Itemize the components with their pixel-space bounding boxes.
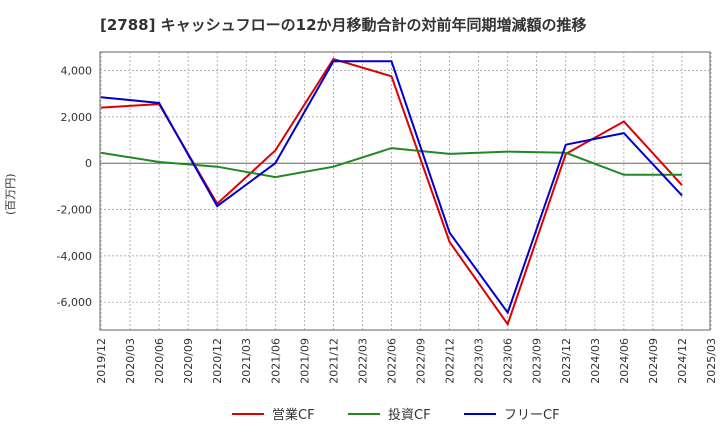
legend-label: 投資CF [388, 407, 431, 423]
legend-label: 営業CF [272, 407, 315, 423]
x-tick-label: 2020/09 [182, 338, 195, 384]
x-tick-label: 2023/06 [502, 338, 515, 384]
x-tick-label: 2025/03 [705, 338, 718, 384]
chart-title: [2788] キャッシュフローの12か月移動合計の対前年同期増減額の推移 [100, 16, 587, 34]
x-tick-labels: 2019/12 2020/03 2020/06 2020/09 2020/12 2021/… [95, 338, 718, 384]
series-group [100, 57, 683, 327]
x-tick-label: 2023/03 [473, 338, 486, 384]
x-tick-label: 2023/09 [531, 338, 544, 384]
legend-label: フリーCF [504, 408, 560, 423]
y-tick-label: -2,000 [57, 204, 92, 217]
x-tick-label: 2020/06 [153, 338, 166, 384]
y-tick-label: 4,000 [61, 65, 93, 78]
x-tick-label: 2024/03 [589, 338, 602, 384]
x-tick-label: 2022/03 [356, 338, 369, 384]
x-tick-label: 2022/09 [415, 338, 428, 384]
y-tick-labels: 4,000 2,000 0 -2,000 -4,000 -6,000 [57, 65, 92, 310]
series-line [100, 60, 683, 315]
series-line [100, 147, 682, 179]
x-tick-label: 2022/06 [385, 338, 398, 384]
x-tick-label: 2024/06 [618, 338, 631, 384]
x-tick-label: 2024/12 [676, 338, 689, 384]
y-tick-label: -6,000 [57, 296, 92, 309]
x-tick-label: 2024/09 [647, 338, 660, 384]
plot-area [99, 51, 711, 331]
x-tick-label: 2020/03 [124, 338, 137, 384]
x-tick-label: 2021/09 [298, 338, 311, 384]
y-tick-label: 0 [85, 157, 92, 170]
x-tick-label: 2021/12 [327, 338, 340, 384]
x-tick-label: 2019/12 [95, 338, 108, 384]
legend: 営業CF 投資CF フリーCF [232, 407, 560, 423]
y-tick-label: 2,000 [61, 111, 93, 124]
x-tick-label: 2023/12 [560, 338, 573, 384]
x-tick-label: 2021/06 [269, 338, 282, 384]
x-tick-label: 2022/12 [444, 338, 457, 384]
x-tick-label: 2021/03 [240, 338, 253, 384]
x-tick-label: 2020/12 [211, 338, 224, 384]
y-tick-label: -4,000 [57, 250, 92, 263]
